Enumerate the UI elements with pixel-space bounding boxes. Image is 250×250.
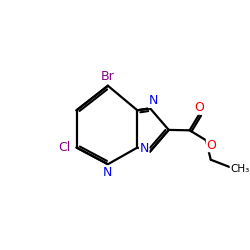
Text: N: N: [103, 166, 112, 179]
Text: Br: Br: [101, 70, 115, 83]
Text: CH₃: CH₃: [230, 164, 250, 174]
Text: N: N: [148, 94, 158, 108]
Text: O: O: [195, 101, 204, 114]
Text: Cl: Cl: [58, 141, 70, 154]
Text: O: O: [206, 138, 216, 151]
Text: N: N: [140, 142, 149, 155]
